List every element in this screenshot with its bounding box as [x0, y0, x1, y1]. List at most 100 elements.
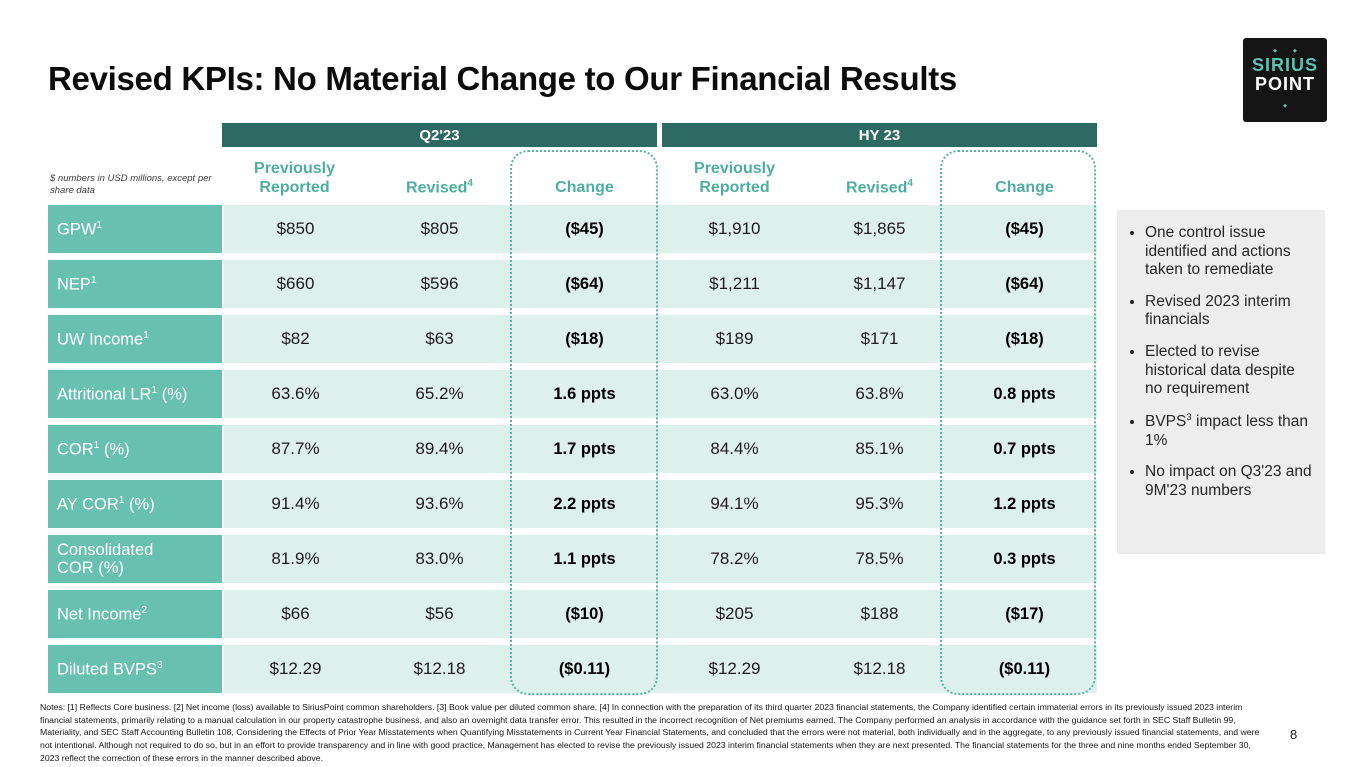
- logo-diamond-dots: ◆ ◆: [1273, 49, 1297, 54]
- highlight-bullet: One control issue identified and actions…: [1145, 224, 1315, 280]
- cell-q2-revised: $56: [425, 604, 454, 623]
- cell-q2-change: ($0.11): [558, 659, 611, 678]
- highlight-bullet: No impact on Q3'23 and 9M'23 numbers: [1145, 463, 1315, 500]
- col-header-label: Change: [995, 179, 1054, 197]
- row-values: 91.4% 93.6% 2.2 ppts 94.1% 95.3% 1.2 ppts: [224, 480, 1097, 528]
- cell-hy-revised: $1,147: [853, 274, 906, 293]
- row-values: 87.7% 89.4% 1.7 ppts 84.4% 85.1% 0.7 ppts: [224, 425, 1097, 473]
- logo-text-sirius: SIRIUS: [1251, 55, 1318, 75]
- row-values: $66 $56 ($10) $205 $188 ($17): [224, 590, 1097, 638]
- col-header-label: Previously Reported: [254, 160, 335, 197]
- cell-q2-revised: $596: [420, 274, 459, 293]
- cell-hy-change: ($45): [1005, 219, 1044, 238]
- col-header-q2-change: Change: [512, 147, 657, 205]
- cell-q2-previously-reported: 63.6%: [271, 384, 320, 403]
- cell-q2-previously-reported: 91.4%: [271, 494, 320, 513]
- row-label: UW Income1: [48, 315, 222, 363]
- cell-hy-previously-reported: $12.29: [708, 659, 761, 678]
- cell-hy-revised: $12.18: [853, 659, 906, 678]
- col-header-hy-revised: Revised4: [807, 147, 952, 205]
- cell-q2-revised: $63: [425, 329, 454, 348]
- table-row: Net Income2 $66 $56 ($10) $205 $188 ($17): [48, 590, 1097, 638]
- highlights-panel: One control issue identified and actions…: [1117, 210, 1325, 554]
- cell-hy-previously-reported: 84.4%: [710, 439, 759, 458]
- table-body: GPW1 $850 $805 ($45) $1,910 $1,865 ($45) NEP1 $6…: [48, 205, 1097, 700]
- cell-hy-previously-reported: 78.2%: [710, 549, 759, 568]
- row-values: 63.6% 65.2% 1.6 ppts 63.0% 63.8% 0.8 ppts: [224, 370, 1097, 418]
- diamond-icon: ◆: [1293, 48, 1297, 54]
- cell-hy-previously-reported: $1,910: [708, 219, 761, 238]
- cell-hy-change: 1.2 ppts: [993, 494, 1056, 513]
- row-label: Attritional LR1 (%): [48, 370, 222, 418]
- cell-q2-previously-reported: $82: [281, 329, 310, 348]
- cell-q2-previously-reported: $850: [276, 219, 315, 238]
- cell-hy-revised: 63.8%: [855, 384, 904, 403]
- cell-hy-revised: $188: [860, 604, 899, 623]
- footnotes: Notes: [1] Reflects Core business. [2] N…: [40, 702, 1260, 763]
- cell-q2-revised: 65.2%: [415, 384, 464, 403]
- cell-q2-change: ($45): [565, 219, 604, 238]
- cell-hy-change: ($18): [1005, 329, 1044, 348]
- row-values: $12.29 $12.18 ($0.11) $12.29 $12.18 ($0.11): [224, 645, 1097, 693]
- row-label: Consolidated COR (%): [48, 535, 222, 583]
- diamond-icon: ◆: [1283, 103, 1287, 109]
- row-label: COR1 (%): [48, 425, 222, 473]
- col-header-label: Previously Reported: [694, 160, 775, 197]
- cell-hy-previously-reported: $189: [715, 329, 754, 348]
- cell-q2-revised: $805: [420, 219, 459, 238]
- row-label: AY COR1 (%): [48, 480, 222, 528]
- column-group-header-q2: Q2'23: [222, 123, 657, 147]
- table-row: GPW1 $850 $805 ($45) $1,910 $1,865 ($45): [48, 205, 1097, 253]
- cell-hy-change: 0.8 ppts: [993, 384, 1056, 403]
- cell-q2-change: 2.2 ppts: [553, 494, 616, 513]
- row-values: $850 $805 ($45) $1,910 $1,865 ($45): [224, 205, 1097, 253]
- cell-hy-revised: 95.3%: [855, 494, 904, 513]
- cell-hy-change: ($17): [1005, 604, 1044, 623]
- cell-hy-change: ($0.11): [998, 659, 1051, 678]
- row-values: $660 $596 ($64) $1,211 $1,147 ($64): [224, 260, 1097, 308]
- unit-note: $ numbers in USD millions, except per sh…: [50, 173, 212, 197]
- highlight-bullet: Elected to revise historical data despit…: [1145, 343, 1315, 399]
- cell-q2-revised: $12.18: [413, 659, 466, 678]
- highlight-bullet: BVPS3 impact less than 1%: [1145, 412, 1315, 450]
- col-header-hy-previously-reported: Previously Reported: [662, 147, 807, 205]
- table-row: Diluted BVPS3 $12.29 $12.18 ($0.11) $12.29 $1…: [48, 645, 1097, 693]
- cell-hy-change: 0.7 ppts: [993, 439, 1056, 458]
- cell-q2-previously-reported: $660: [276, 274, 315, 293]
- row-values: $82 $63 ($18) $189 $171 ($18): [224, 315, 1097, 363]
- cell-q2-previously-reported: $66: [281, 604, 310, 623]
- highlights-list: One control issue identified and actions…: [1125, 224, 1315, 500]
- col-header-q2-previously-reported: Previously Reported: [222, 147, 367, 205]
- table-row: UW Income1 $82 $63 ($18) $189 $171 ($18): [48, 315, 1097, 363]
- table-row: AY COR1 (%) 91.4% 93.6% 2.2 ppts 94.1% 95.3% 1…: [48, 480, 1097, 528]
- table-row: NEP1 $660 $596 ($64) $1,211 $1,147 ($64): [48, 260, 1097, 308]
- kpi-table: Q2'23 HY 23 $ numbers in USD millions, e…: [48, 123, 1097, 698]
- col-header-q2-revised: Revised4: [367, 147, 512, 205]
- cell-hy-previously-reported: $205: [715, 604, 754, 623]
- cell-hy-previously-reported: $1,211: [709, 274, 760, 293]
- cell-hy-change: ($64): [1005, 274, 1044, 293]
- logo-text-point: POINT: [1254, 74, 1315, 94]
- row-label: Diluted BVPS3: [48, 645, 222, 693]
- cell-q2-change: ($64): [565, 274, 604, 293]
- cell-q2-previously-reported: $12.29: [269, 659, 322, 678]
- cell-hy-previously-reported: 63.0%: [710, 384, 759, 403]
- cell-q2-revised: 93.6%: [415, 494, 464, 513]
- cell-q2-change: ($10): [565, 604, 604, 623]
- page-title: Revised KPIs: No Material Change to Our …: [48, 60, 957, 97]
- cell-q2-change: 1.1 ppts: [553, 549, 616, 568]
- col-header-label: Revised4: [406, 177, 473, 197]
- cell-q2-change: 1.7 ppts: [553, 439, 616, 458]
- cell-q2-change: 1.6 ppts: [553, 384, 616, 403]
- page-number: 8: [1290, 727, 1298, 742]
- cell-q2-previously-reported: 87.7%: [271, 439, 320, 458]
- cell-hy-previously-reported: 94.1%: [710, 494, 759, 513]
- col-header-label: Revised4: [846, 177, 913, 197]
- row-label: Net Income2: [48, 590, 222, 638]
- cell-q2-revised: 89.4%: [415, 439, 464, 458]
- col-header-hy-change: Change: [952, 147, 1097, 205]
- logo-diamond-dots: ◆: [1283, 95, 1287, 111]
- row-values: 81.9% 83.0% 1.1 ppts 78.2% 78.5% 0.3 ppts: [224, 535, 1097, 583]
- cell-q2-revised: 83.0%: [415, 549, 464, 568]
